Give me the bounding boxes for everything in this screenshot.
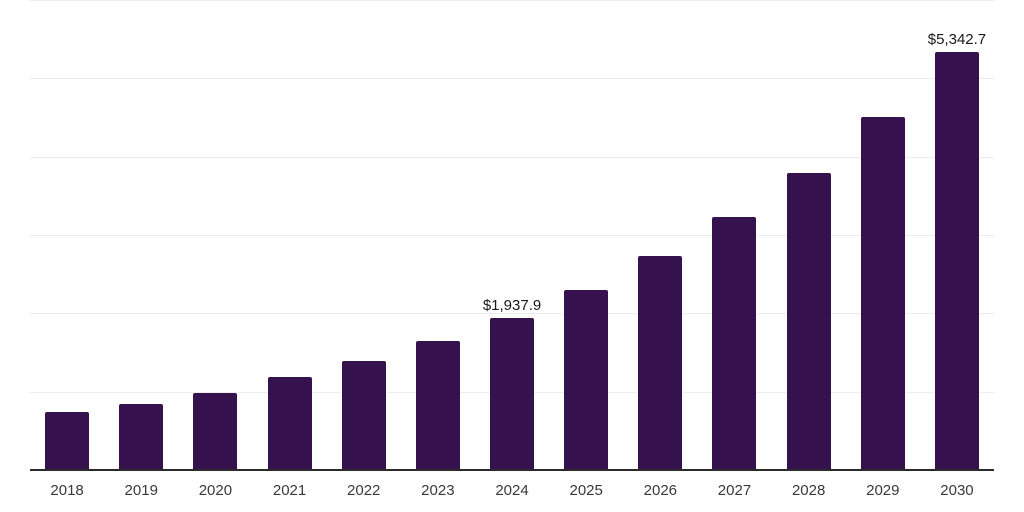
- value-label-2030: $5,342.7: [927, 30, 987, 48]
- bar-band: [178, 0, 252, 470]
- bar-band: [623, 0, 697, 470]
- bar-band: $1,937.9: [475, 0, 549, 470]
- x-tick-label-2027: 2027: [717, 482, 752, 499]
- bar-2026: [638, 256, 683, 470]
- x-axis-labels: 2018 2019 2020 2021 2022 2023 2024 2025 2026 2027…: [30, 482, 994, 499]
- x-tick-label-2020: 2020: [198, 482, 233, 499]
- x-tick-label-2030: 2030: [940, 482, 974, 499]
- bar-2029: [860, 116, 905, 470]
- bar-band: [104, 0, 178, 470]
- x-tick-label-2019: 2019: [124, 482, 158, 499]
- bar-band: [30, 0, 104, 470]
- x-tick-label-2022: 2022: [347, 482, 381, 499]
- bar-2019: [119, 403, 164, 470]
- bar-2030: $5,342.7: [928, 31, 986, 470]
- bar-2023: [415, 340, 460, 470]
- bar-band: [327, 0, 401, 470]
- x-tick-label-2026: 2026: [643, 482, 678, 499]
- gridline: [30, 0, 994, 1]
- x-tick-label-2018: 2018: [50, 482, 84, 499]
- x-tick-label-2024: 2024: [495, 482, 529, 499]
- bar-2018: [45, 412, 90, 470]
- gridline: [30, 156, 994, 158]
- bar-band: $5,342.7: [920, 0, 994, 470]
- x-tick-label-2021: 2021: [272, 482, 307, 499]
- gridline: [30, 313, 994, 315]
- bars: $1,937.9 $5,342.7: [30, 0, 994, 470]
- bar-2027: [712, 217, 757, 470]
- bar-band: [846, 0, 920, 470]
- x-tick-label-2029: 2029: [866, 482, 900, 499]
- gridline: [30, 78, 994, 80]
- bar-2028: [786, 173, 831, 470]
- gridline: [30, 235, 994, 236]
- bar-2022: [341, 360, 386, 470]
- bar-band: [772, 0, 846, 470]
- bar-2024: $1,937.9: [483, 297, 541, 470]
- value-label-2024: $1,937.9: [482, 297, 542, 315]
- bar-2025: [564, 290, 609, 470]
- bar-band: [401, 0, 475, 470]
- bar-band: [549, 0, 623, 470]
- bar-band: [697, 0, 771, 470]
- plot-area: $1,937.9 $5,342.7: [30, 0, 994, 470]
- bar-2021: [267, 376, 312, 470]
- x-tick-label-2023: 2023: [421, 482, 455, 499]
- x-axis-line: [30, 469, 994, 471]
- bar-2020: [193, 393, 238, 470]
- x-tick-label-2025: 2025: [569, 482, 603, 499]
- bar-band: [252, 0, 326, 470]
- x-tick-label-2028: 2028: [791, 482, 826, 499]
